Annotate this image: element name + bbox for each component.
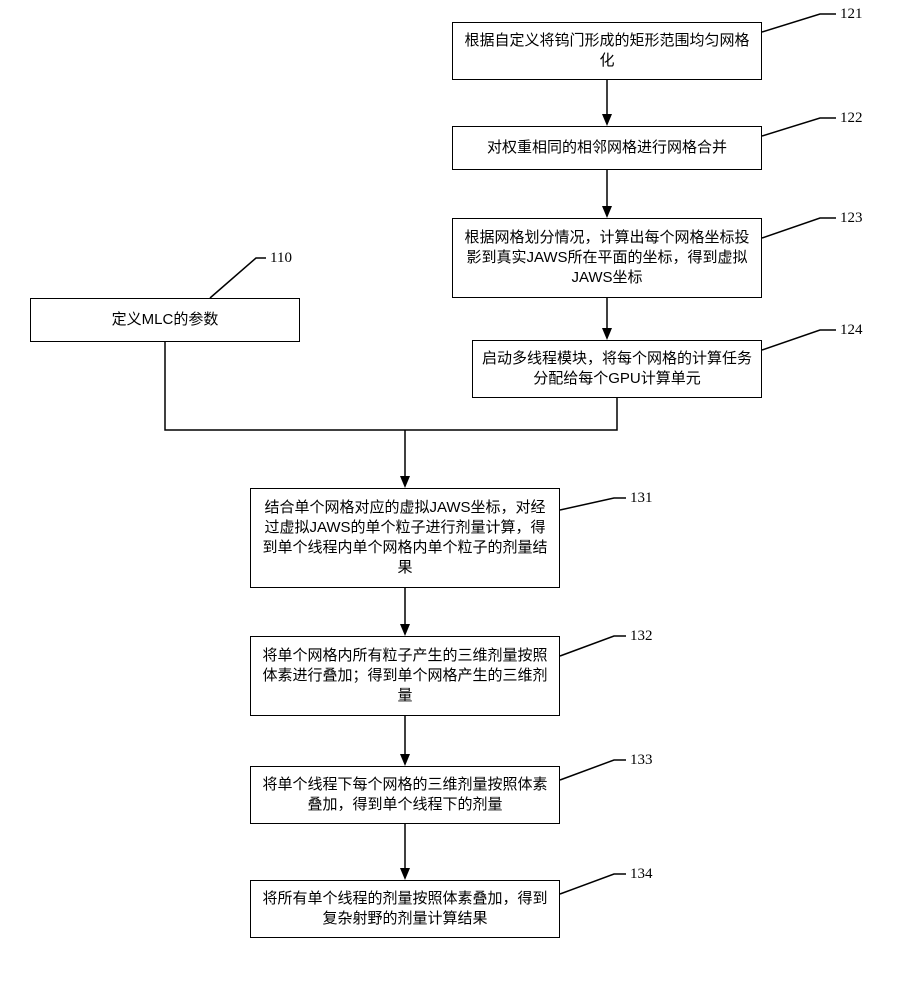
leader-131 bbox=[560, 498, 626, 510]
step-121: 根据自定义将钨门形成的矩形范围均匀网格化 bbox=[452, 22, 762, 80]
arrow-123-124 bbox=[602, 298, 612, 340]
step-110: 定义MLC的参数 bbox=[30, 298, 300, 342]
step-133-text: 将单个线程下每个网格的三维剂量按照体素叠加，得到单个线程下的剂量 bbox=[259, 775, 551, 816]
leader-133 bbox=[560, 760, 626, 780]
step-124-text: 启动多线程模块，将每个网格的计算任务分配给每个GPU计算单元 bbox=[481, 349, 753, 390]
flowchart-canvas: 根据自定义将钨门形成的矩形范围均匀网格化 对权重相同的相邻网格进行网格合并 根据… bbox=[0, 0, 910, 1000]
step-131-text: 结合单个网格对应的虚拟JAWS坐标，对经过虚拟JAWS的单个粒子进行剂量计算，得… bbox=[259, 498, 551, 579]
step-123: 根据网格划分情况，计算出每个网格坐标投影到真实JAWS所在平面的坐标，得到虚拟J… bbox=[452, 218, 762, 298]
step-133: 将单个线程下每个网格的三维剂量按照体素叠加，得到单个线程下的剂量 bbox=[250, 766, 560, 824]
arrow-122-123 bbox=[602, 170, 612, 218]
label-134: 134 bbox=[630, 866, 653, 883]
leader-134 bbox=[560, 874, 626, 894]
step-123-text: 根据网格划分情况，计算出每个网格坐标投影到真实JAWS所在平面的坐标，得到虚拟J… bbox=[461, 228, 753, 289]
label-110: 110 bbox=[270, 250, 292, 267]
step-131: 结合单个网格对应的虚拟JAWS坐标，对经过虚拟JAWS的单个粒子进行剂量计算，得… bbox=[250, 488, 560, 588]
step-124: 启动多线程模块，将每个网格的计算任务分配给每个GPU计算单元 bbox=[472, 340, 762, 398]
label-131: 131 bbox=[630, 490, 653, 507]
step-132-text: 将单个网格内所有粒子产生的三维剂量按照体素进行叠加；得到单个网格产生的三维剂量 bbox=[259, 646, 551, 707]
step-134: 将所有单个线程的剂量按照体素叠加，得到复杂射野的剂量计算结果 bbox=[250, 880, 560, 938]
step-110-text: 定义MLC的参数 bbox=[112, 310, 219, 330]
label-123: 123 bbox=[840, 210, 863, 227]
leader-123 bbox=[762, 218, 836, 238]
leader-124 bbox=[762, 330, 836, 350]
arrow-121-122 bbox=[602, 80, 612, 126]
step-134-text: 将所有单个线程的剂量按照体素叠加，得到复杂射野的剂量计算结果 bbox=[259, 889, 551, 930]
label-121: 121 bbox=[840, 6, 863, 23]
arrow-131-132 bbox=[400, 588, 410, 636]
leader-121 bbox=[762, 14, 836, 32]
leader-132 bbox=[560, 636, 626, 656]
step-122-text: 对权重相同的相邻网格进行网格合并 bbox=[487, 138, 727, 158]
step-121-text: 根据自定义将钨门形成的矩形范围均匀网格化 bbox=[461, 31, 753, 72]
arrow-132-133 bbox=[400, 716, 410, 766]
arrow-133-134 bbox=[400, 824, 410, 880]
leader-110 bbox=[210, 258, 266, 298]
step-132: 将单个网格内所有粒子产生的三维剂量按照体素进行叠加；得到单个网格产生的三维剂量 bbox=[250, 636, 560, 716]
step-122: 对权重相同的相邻网格进行网格合并 bbox=[452, 126, 762, 170]
label-122: 122 bbox=[840, 110, 863, 127]
label-132: 132 bbox=[630, 628, 653, 645]
label-124: 124 bbox=[840, 322, 863, 339]
leader-122 bbox=[762, 118, 836, 136]
label-133: 133 bbox=[630, 752, 653, 769]
